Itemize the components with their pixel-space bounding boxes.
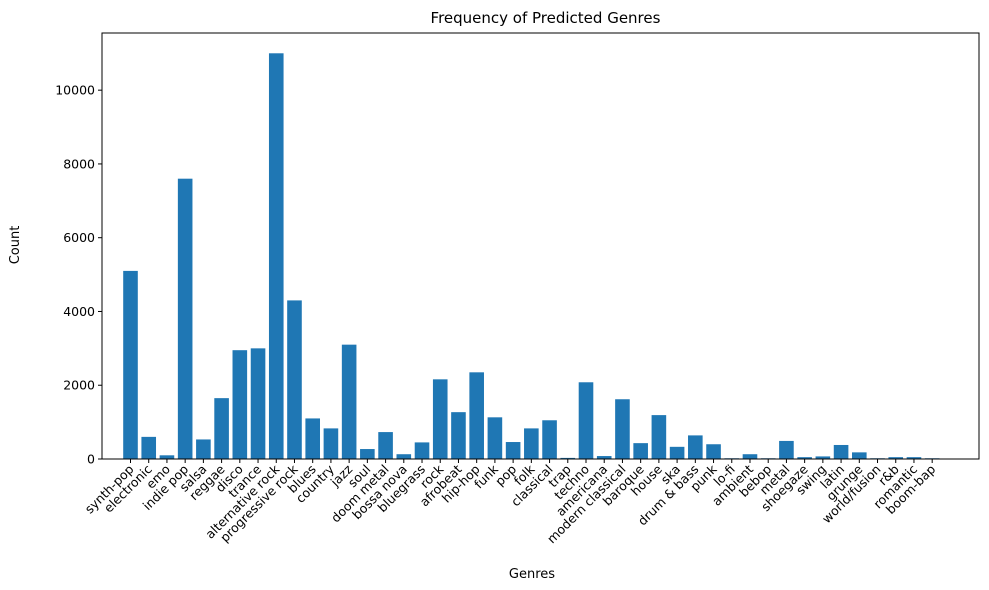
bar-10 <box>305 418 320 459</box>
y-tick-label-2: 4000 <box>63 304 95 319</box>
bar-17 <box>432 379 448 459</box>
y-tick-label-0: 0 <box>87 452 95 467</box>
bar-14 <box>378 432 393 459</box>
bar-29 <box>651 415 667 459</box>
bar-43 <box>906 457 922 459</box>
bar-0 <box>123 270 138 459</box>
bar-2 <box>159 455 175 459</box>
bar-40 <box>852 452 867 459</box>
bar-6 <box>232 350 248 459</box>
bar-7 <box>250 348 266 459</box>
bar-37 <box>797 457 812 459</box>
bar-18 <box>451 412 466 459</box>
bar-30 <box>669 446 685 459</box>
bars-group <box>123 53 940 459</box>
bar-36 <box>779 440 794 459</box>
bar-27 <box>615 399 630 459</box>
bar-8 <box>268 53 284 459</box>
bar-4 <box>196 439 211 459</box>
bar-11 <box>323 428 339 459</box>
bar-22 <box>524 428 539 459</box>
plot-frame <box>101 32 980 460</box>
y-tick-label-3: 6000 <box>63 230 95 245</box>
bar-32 <box>706 444 721 459</box>
bar-1 <box>141 436 157 459</box>
y-tick-label-1: 2000 <box>63 378 95 393</box>
bar-24 <box>560 457 576 459</box>
bar-39 <box>833 444 849 459</box>
bar-3 <box>177 178 193 459</box>
bar-28 <box>633 443 648 459</box>
bar-38 <box>815 456 831 459</box>
bar-25 <box>578 382 594 459</box>
bar-13 <box>360 449 375 459</box>
bar-9 <box>287 300 302 459</box>
y-axis-label: Count <box>8 226 23 265</box>
bar-26 <box>596 456 612 459</box>
bar-5 <box>214 398 229 459</box>
y-tick-label-4: 8000 <box>63 156 95 171</box>
chart-title: Frequency of Predicted Genres <box>431 9 661 27</box>
bar-23 <box>542 420 557 459</box>
y-tick-label-5: 10000 <box>55 83 95 98</box>
bar-20 <box>487 417 503 459</box>
bar-12 <box>341 344 357 459</box>
bar-15 <box>396 454 412 459</box>
y-axis: 0 2000 4000 6000 8000 10000 <box>55 83 102 467</box>
bar-31 <box>688 435 703 459</box>
bar-19 <box>469 372 484 459</box>
bar-34 <box>742 454 758 459</box>
x-axis-label: Genres <box>509 567 555 582</box>
bar-16 <box>414 442 430 459</box>
bar-21 <box>505 442 521 459</box>
bar-42 <box>888 457 904 459</box>
